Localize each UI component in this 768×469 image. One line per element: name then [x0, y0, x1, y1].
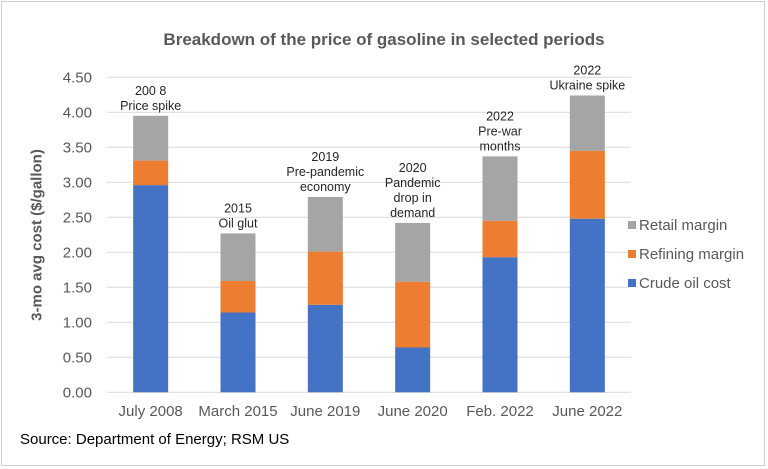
x-tick-label: March 2015: [198, 403, 277, 420]
bar-segment-refining-margin: [395, 281, 431, 348]
chart-title: Breakdown of the price of gasoline in se…: [163, 30, 605, 49]
legend-entry: Retail margin: [639, 217, 727, 234]
bar-annotation: Ukraine spike: [549, 79, 625, 93]
y-tick-label: 1.50: [63, 279, 92, 296]
bar-annotation: 2020: [399, 161, 427, 175]
bar-annotation: Pre-pandemic: [286, 165, 364, 179]
bar-segment-crude-oil-cost: [307, 304, 343, 393]
bar-segment-crude-oil-cost: [395, 347, 431, 393]
source-note: Source: Department of Energy; RSM US: [20, 431, 290, 448]
bar-segment-retail-margin: [307, 197, 343, 252]
bar-segment-crude-oil-cost: [220, 312, 256, 393]
bar-segment-refining-margin: [307, 251, 343, 305]
y-tick-label: 3.00: [63, 174, 92, 191]
y-tick-label: 0.50: [63, 349, 92, 366]
y-tick-label: 1.00: [63, 314, 92, 331]
y-tick-label: 2.00: [63, 244, 92, 261]
x-tick-label: June 2020: [378, 403, 448, 420]
legend-swatch: [628, 221, 636, 229]
bar-annotation: Pre-war: [478, 124, 522, 138]
bar-segment-retail-margin: [395, 222, 431, 282]
legend-swatch: [628, 279, 636, 287]
x-tick-label: June 2019: [290, 403, 360, 420]
x-tick-label: June 2022: [552, 403, 622, 420]
bar-annotation: demand: [390, 206, 435, 220]
bar-annotation: Oil glut: [219, 216, 258, 230]
bar-segment-crude-oil-cost: [569, 218, 605, 393]
bar-annotation: Pandemic: [385, 176, 441, 190]
bar-segment-retail-margin: [220, 233, 256, 281]
bar-annotation: 2019: [311, 150, 339, 164]
bar-annotation: Price spike: [120, 99, 181, 113]
bar-annotation: months: [480, 139, 521, 153]
bar-annotation: 2015: [224, 201, 252, 215]
y-tick-label: 4.00: [63, 104, 92, 121]
bar-segment-crude-oil-cost: [482, 257, 518, 393]
x-tick-label: July 2008: [119, 403, 183, 420]
bar-segment-refining-margin: [133, 160, 169, 186]
bar-annotation: drop in: [394, 191, 432, 205]
bar-segment-refining-margin: [482, 220, 518, 258]
bar-segment-crude-oil-cost: [133, 185, 169, 393]
legend-entry: Crude oil cost: [639, 275, 732, 292]
y-tick-label: 2.50: [63, 209, 92, 226]
bar-segment-retail-margin: [133, 115, 169, 161]
bar-annotation: 200 8: [135, 84, 166, 98]
legend-entry: Refining margin: [639, 246, 744, 263]
bar-annotation: economy: [300, 180, 351, 194]
bar-annotation: 2022: [573, 64, 601, 78]
bar-segment-refining-margin: [569, 150, 605, 219]
y-tick-label: 3.50: [63, 139, 92, 156]
legend-swatch: [628, 250, 636, 258]
bar-segment-refining-margin: [220, 281, 256, 313]
y-tick-label: 0.00: [63, 384, 92, 401]
x-tick-label: Feb. 2022: [466, 403, 534, 420]
bar-segment-retail-margin: [569, 95, 605, 151]
y-tick-label: 4.50: [63, 69, 92, 86]
bar-annotation: 2022: [486, 109, 514, 123]
bar-segment-retail-margin: [482, 156, 518, 221]
